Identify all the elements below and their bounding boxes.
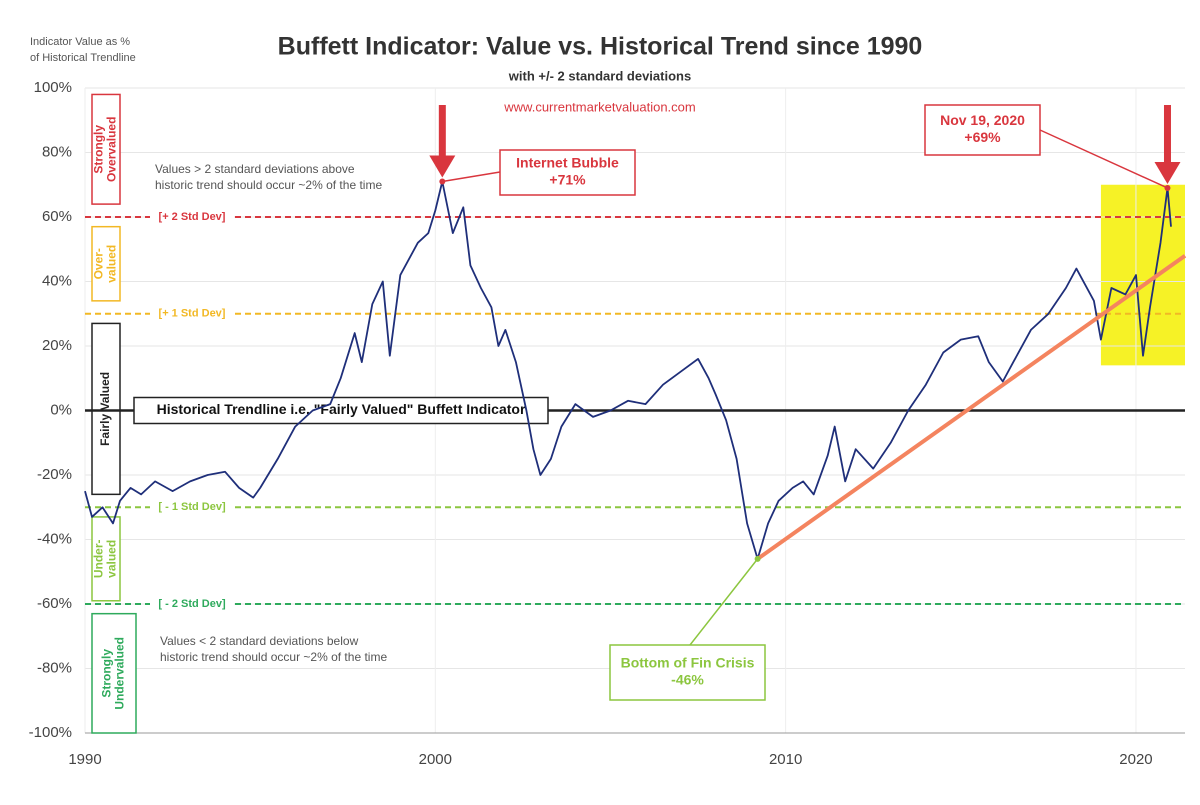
x-tick-label: 2010: [769, 751, 802, 768]
note: Values < 2 standard deviations below: [160, 634, 359, 648]
y-tick-label: -40%: [37, 530, 72, 547]
y-tick-label: 100%: [34, 79, 72, 96]
zone-label: valued: [105, 540, 119, 578]
reference-label-bg: [150, 304, 234, 323]
y-tick-label: -80%: [37, 659, 72, 676]
zero-label-box: [133, 396, 549, 425]
trend-line: [756, 254, 1187, 561]
zone-label: Undervalued: [113, 637, 127, 710]
chart-title: Buffett Indicator: Value vs. Historical …: [278, 33, 923, 61]
callout-label: +71%: [549, 172, 586, 188]
callout-point: [754, 555, 761, 562]
callout-label: Nov 19, 2020: [940, 112, 1025, 128]
red-arrow-head: [429, 155, 456, 178]
zone-label: Overvalued: [105, 117, 119, 182]
y-tick-label: 40%: [42, 272, 72, 289]
y-tick-label: 20%: [42, 337, 72, 354]
callout-label: -46%: [671, 672, 704, 688]
reference-label-bg: [150, 498, 234, 517]
zone-label: valued: [105, 245, 119, 283]
callout-point: [439, 178, 446, 185]
reference-label: [ - 2 Std Dev]: [158, 598, 226, 610]
y-tick-label: -20%: [37, 466, 72, 483]
callout-label: Bottom of Fin Crisis: [621, 655, 755, 671]
note: Values > 2 standard deviations above: [155, 162, 355, 176]
note: historic trend should occur ~2% of the t…: [160, 650, 387, 664]
zero-label: Historical Trendline i.e. "Fairly Valued…: [157, 401, 526, 417]
y-tick-label: 60%: [42, 208, 72, 225]
zone-label: Strongly: [100, 649, 114, 698]
zone-box: [91, 93, 121, 205]
indicator-line: [84, 180, 1172, 560]
reference-label-bg: [150, 595, 234, 613]
reference-label: [+ 1 Std Dev]: [159, 308, 226, 320]
zone-label: Strongly: [92, 125, 106, 174]
callout-point: [1164, 184, 1171, 191]
y-axis-label: of Historical Trendline: [30, 52, 136, 64]
note: historic trend should occur ~2% of the t…: [155, 178, 382, 192]
zone-box: [91, 516, 121, 602]
callout-label: +69%: [964, 129, 1001, 145]
reference-label: [ - 1 Std Dev]: [158, 501, 226, 513]
callout-connector: [1039, 129, 1168, 189]
x-tick-label: 2000: [419, 751, 452, 768]
y-tick-label: -60%: [37, 595, 72, 612]
zone-label: Under-: [92, 540, 106, 579]
y-tick-label: 80%: [42, 143, 72, 160]
zone-box: [91, 322, 121, 496]
callout-connector: [689, 558, 759, 646]
y-axis-label: Indicator Value as %: [30, 36, 130, 48]
callout-box: [924, 104, 1041, 156]
callout-label: Internet Bubble: [516, 155, 619, 171]
callout-box: [499, 149, 636, 196]
zone-box: [91, 225, 121, 302]
zone-label: Over-: [92, 248, 106, 279]
reference-label-bg: [150, 208, 234, 226]
highlight-box: [1100, 184, 1185, 366]
y-tick-label: 0%: [50, 401, 72, 418]
x-tick-label: 1990: [68, 751, 101, 768]
x-tick-label: 2020: [1119, 751, 1152, 768]
zone-box: [91, 612, 137, 734]
red-arrow-head: [1154, 161, 1181, 184]
callout-connector: [442, 171, 501, 183]
callout-box: [609, 644, 766, 701]
source-url: www.currentmarketvaluation.com: [503, 99, 695, 114]
reference-label: [+ 2 Std Dev]: [159, 211, 226, 223]
zone-label: Fairly Valued: [98, 372, 112, 446]
chart-subtitle: with +/- 2 standard deviations: [508, 68, 691, 83]
y-tick-label: -100%: [29, 724, 72, 741]
